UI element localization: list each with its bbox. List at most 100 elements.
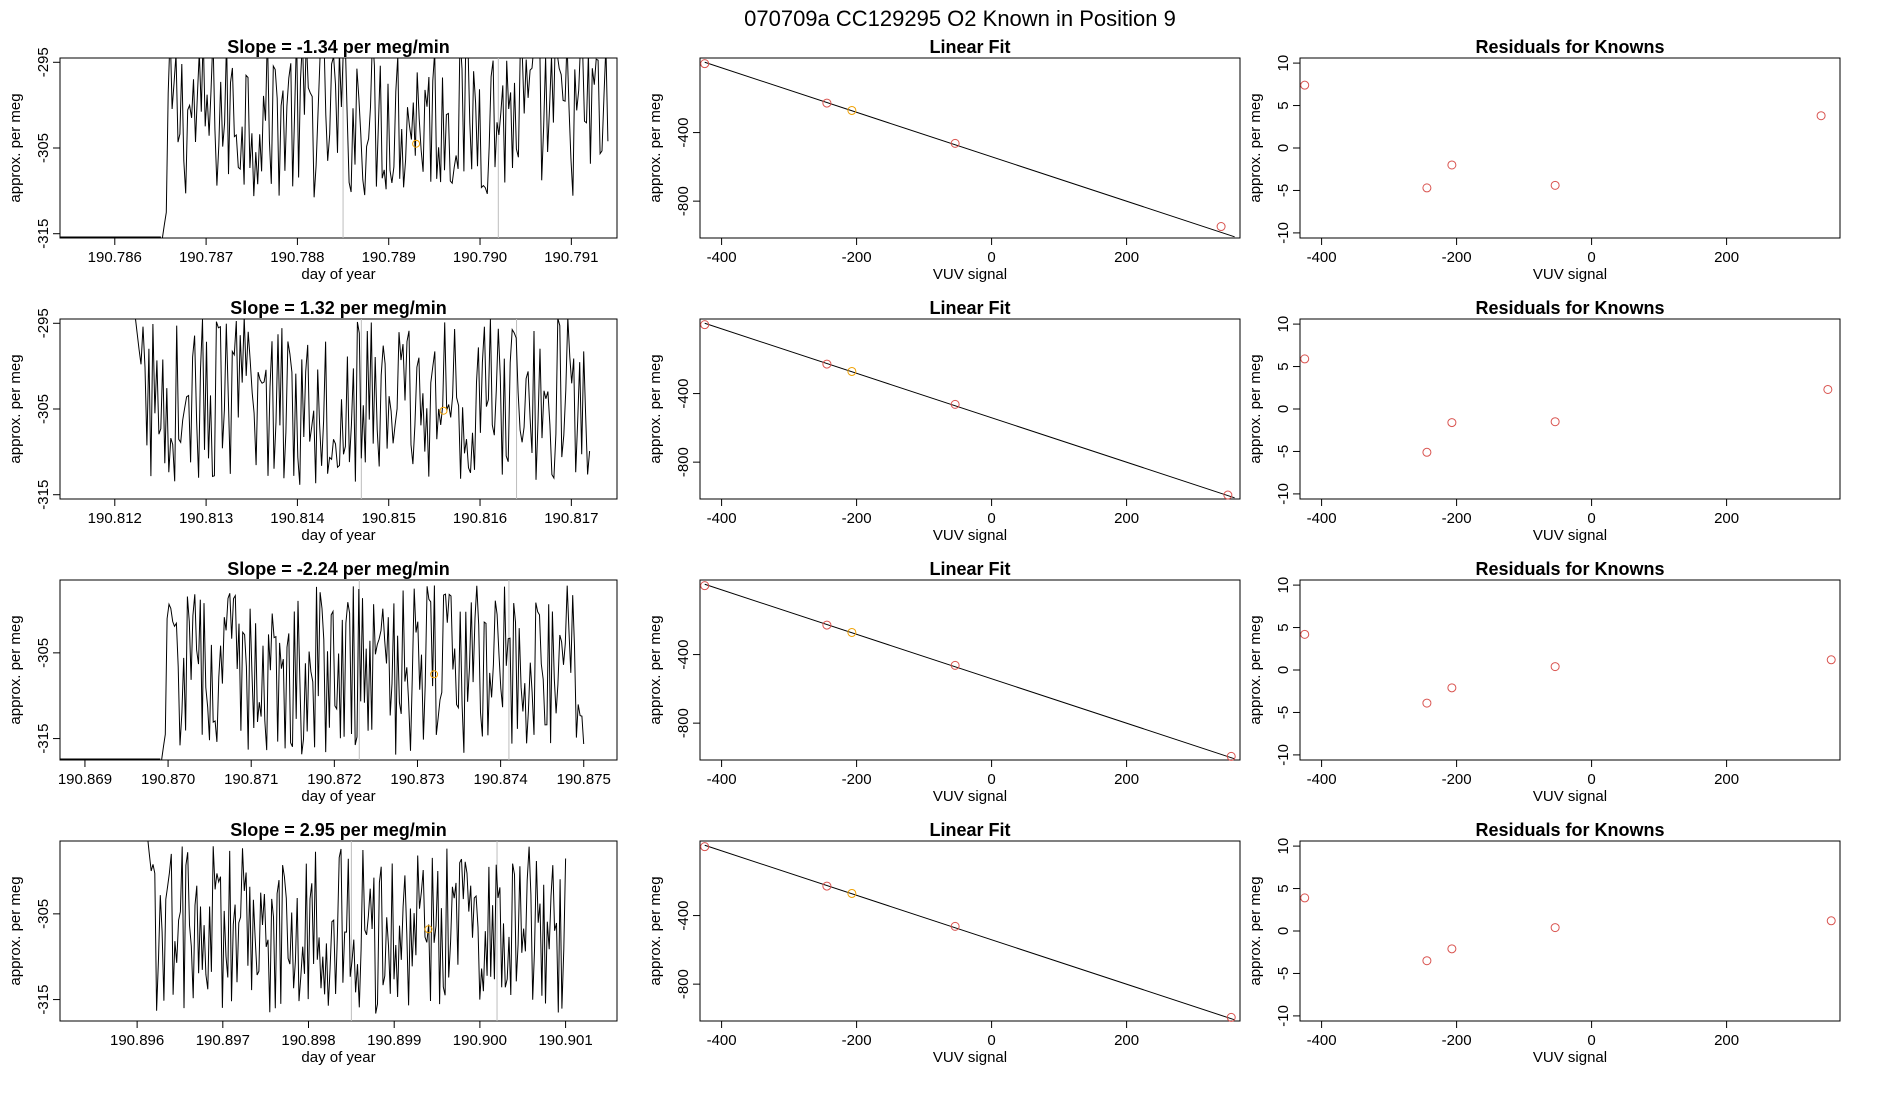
timeseries-panel-row-3: Slope = -2.24 per meg/min 190.869 190.870 1…: [7, 559, 618, 805]
panel-title: Slope = 2.95 per meg/min: [230, 820, 447, 840]
x-tick-label: -200: [842, 249, 872, 266]
highlight-point: [412, 139, 421, 148]
x-tick-label: -200: [1442, 1032, 1472, 1049]
data-point: [950, 921, 960, 931]
y-tick-label: -315: [35, 219, 52, 249]
data-point: [700, 842, 710, 852]
x-tick-label: 190.875: [557, 771, 611, 788]
x-tick-label: 190.787: [179, 249, 233, 266]
signal-trace: [147, 841, 567, 1014]
x-tick-label: -400: [1307, 510, 1337, 527]
y-tick-label: -10: [1275, 483, 1292, 505]
x-tick-label: 0: [1587, 249, 1595, 266]
linear_fit-panel-row-3: Linear Fit -400 -200 0 200 -400 -800 VUV signal…: [647, 559, 1241, 805]
x-tick-label: 0: [1587, 1032, 1595, 1049]
y-tick-label: -800: [675, 708, 692, 738]
linear_fit-panel-row-4: Linear Fit -400 -200 0 200 -400 -800 VUV signal…: [647, 820, 1241, 1066]
linear_fit-panel-row-1: Linear Fit -400 -200 0 200 -400 -800 VUV signal…: [647, 37, 1241, 283]
data-point: [1550, 417, 1560, 427]
x-tick-label: 200: [1714, 771, 1739, 788]
y-tick-label: -400: [675, 640, 692, 670]
data-point: [1300, 80, 1310, 90]
x-tick-label: -200: [1442, 771, 1472, 788]
plot-frame: [59, 579, 618, 761]
x-tick-label: 190.812: [88, 510, 142, 527]
x-tick-label: 200: [1114, 510, 1139, 527]
plot-frame: [59, 840, 618, 1022]
x-tick-label: 190.897: [196, 1032, 250, 1049]
data-point: [700, 59, 710, 69]
x-tick-label: -200: [1442, 510, 1472, 527]
y-tick-label: -10: [1275, 1005, 1292, 1027]
x-axis-label: VUV signal: [1533, 1049, 1607, 1066]
x-tick-label: -400: [707, 510, 737, 527]
x-tick-label: 190.790: [453, 249, 507, 266]
x-axis-label: day of year: [301, 527, 375, 544]
data-point: [822, 620, 832, 630]
y-tick-label: 5: [1275, 362, 1292, 370]
y-tick-label: -295: [35, 308, 52, 338]
residuals-panel-row-1: Residuals for Knowns -400 -200 0 200 10 5 0 -5 -1…: [1247, 37, 1841, 283]
panel-grid: Slope = -1.34 per meg/min 190.786 190.787 1…: [7, 37, 1841, 1066]
highlight-point: [430, 670, 439, 679]
timeseries-panel-row-1: Slope = -1.34 per meg/min 190.786 190.787 1…: [7, 37, 618, 283]
x-tick-label: 190.870: [141, 771, 195, 788]
data-point: [1223, 490, 1233, 500]
fit-line: [704, 61, 1235, 238]
data-point: [1300, 354, 1310, 364]
data-point: [950, 399, 960, 409]
y-tick-label: 10: [1275, 838, 1292, 855]
x-tick-label: 190.789: [362, 249, 416, 266]
x-tick-label: 0: [987, 510, 995, 527]
y-axis-label: approx. per meg: [647, 876, 664, 985]
x-tick-label: 0: [987, 1032, 995, 1049]
x-tick-label: 190.869: [58, 771, 112, 788]
x-tick-label: 200: [1714, 1032, 1739, 1049]
y-tick-label: 10: [1275, 316, 1292, 333]
x-axis-label: VUV signal: [1533, 266, 1607, 283]
data-point: [1216, 222, 1226, 232]
panel-title: Residuals for Knowns: [1475, 298, 1664, 318]
x-axis-label: VUV signal: [1533, 788, 1607, 805]
x-tick-label: -400: [1307, 249, 1337, 266]
y-tick-label: -305: [35, 899, 52, 929]
data-point: [1550, 180, 1560, 190]
panel-title: Linear Fit: [929, 820, 1010, 840]
data-point: [1422, 447, 1432, 457]
panel-title: Slope = -2.24 per meg/min: [227, 559, 450, 579]
panel-title: Linear Fit: [929, 37, 1010, 57]
y-axis-label: approx. per meg: [647, 93, 664, 202]
x-axis-label: VUV signal: [933, 788, 1007, 805]
y-tick-label: 10: [1275, 577, 1292, 594]
y-axis-label: approx. per meg: [7, 93, 24, 202]
data-point: [1826, 916, 1836, 926]
y-tick-label: 0: [1275, 405, 1292, 413]
x-axis-label: day of year: [301, 266, 375, 283]
y-axis-label: approx. per meg: [1247, 615, 1264, 724]
data-point: [700, 581, 710, 591]
data-point: [1422, 956, 1432, 966]
highlight-point: [424, 925, 433, 934]
x-tick-label: -400: [707, 1032, 737, 1049]
data-point: [700, 320, 710, 330]
data-point: [847, 105, 857, 115]
data-point: [1816, 111, 1826, 121]
x-tick-label: 190.813: [179, 510, 233, 527]
data-point: [950, 138, 960, 148]
y-tick-label: -305: [35, 638, 52, 668]
plot-frame: [699, 579, 1241, 761]
y-axis-label: approx. per meg: [7, 615, 24, 724]
x-tick-label: -200: [1442, 249, 1472, 266]
residuals-panel-row-3: Residuals for Knowns -400 -200 0 200 10 5 0 -5 -1…: [1247, 559, 1841, 805]
x-tick-label: 190.871: [224, 771, 278, 788]
x-tick-label: 200: [1714, 249, 1739, 266]
y-tick-label: -315: [35, 724, 52, 754]
y-tick-label: -800: [675, 969, 692, 999]
y-tick-label: -10: [1275, 222, 1292, 244]
y-tick-label: -800: [675, 186, 692, 216]
data-point: [1823, 384, 1833, 394]
x-tick-label: 190.874: [473, 771, 527, 788]
panel-title: Residuals for Knowns: [1475, 559, 1664, 579]
residuals-panel-row-2: Residuals for Knowns -400 -200 0 200 10 5 0 -5 -1…: [1247, 298, 1841, 544]
